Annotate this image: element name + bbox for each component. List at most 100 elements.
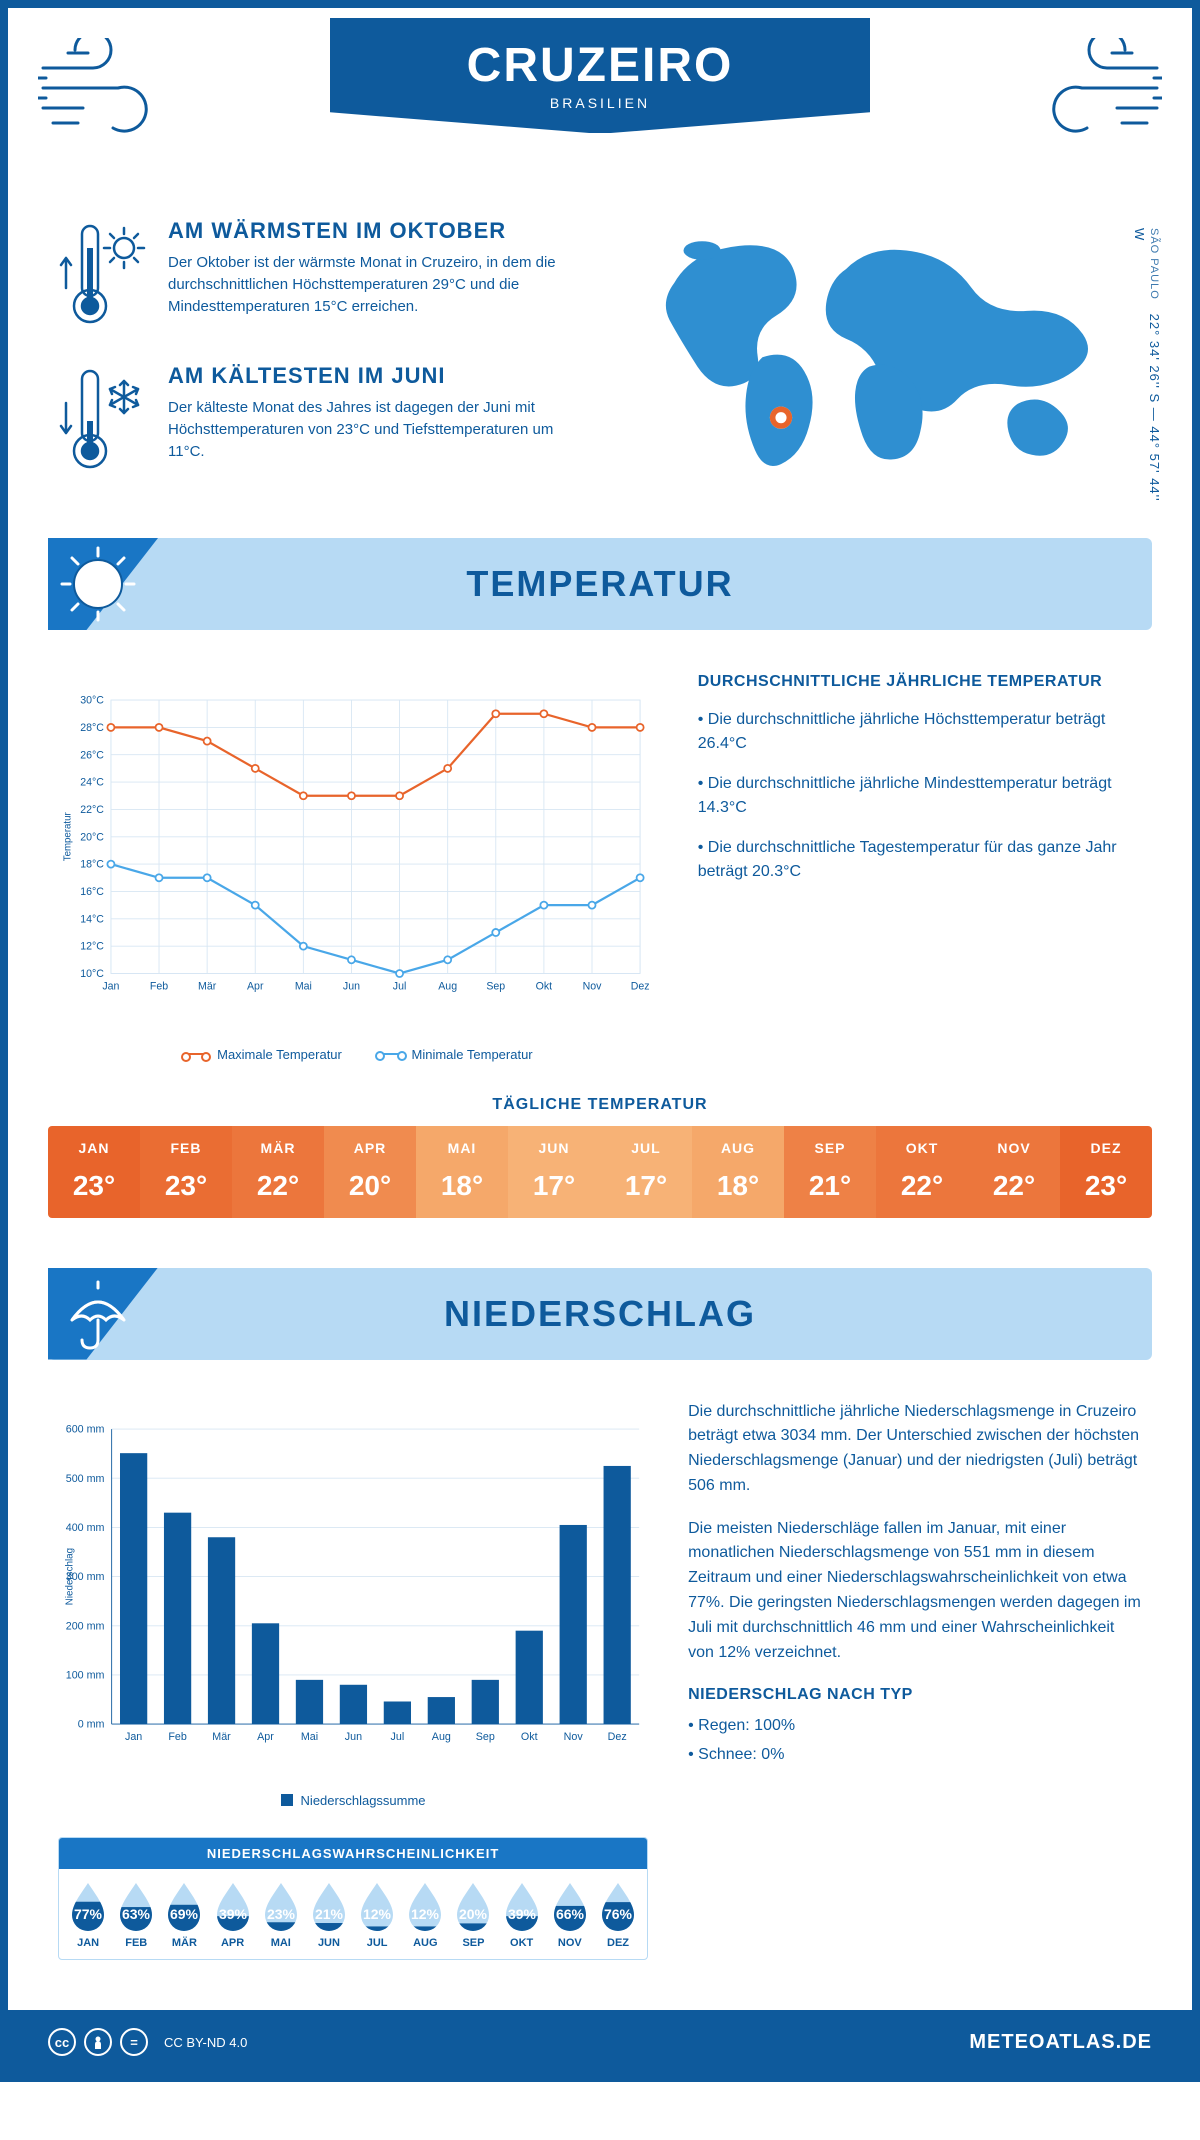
section-head-precip: NIEDERSCHLAG: [48, 1268, 1152, 1360]
svg-text:Mär: Mär: [198, 980, 217, 992]
prob-drop: 69% MÄR: [161, 1881, 207, 1949]
svg-text:30°C: 30°C: [80, 695, 104, 707]
by-icon: [84, 2028, 112, 2056]
temperature-facts: DURCHSCHNITTLICHE JÄHRLICHE TEMPERATUR •…: [698, 670, 1142, 1066]
svg-text:Sep: Sep: [476, 1731, 495, 1743]
coldest-text: Der kälteste Monat des Jahres ist dagege…: [168, 397, 585, 462]
daily-temperature-strip: JAN23°FEB23°MÄR22°APR20°MAI18°JUN17°JUL1…: [48, 1126, 1152, 1218]
svg-text:69%: 69%: [170, 1906, 199, 1922]
svg-text:63%: 63%: [122, 1906, 151, 1922]
prob-drop: 12% AUG: [402, 1881, 448, 1949]
svg-text:Mär: Mär: [212, 1731, 231, 1743]
svg-text:Feb: Feb: [168, 1731, 187, 1743]
warmest-text: Der Oktober ist der wärmste Monat in Cru…: [168, 252, 585, 317]
svg-text:12%: 12%: [363, 1906, 392, 1922]
svg-text:Feb: Feb: [150, 980, 168, 992]
svg-text:600 mm: 600 mm: [66, 1423, 105, 1435]
svg-text:24°C: 24°C: [80, 777, 104, 789]
svg-text:39%: 39%: [508, 1906, 537, 1922]
intro-section: AM WÄRMSTEN IM OKTOBER Der Oktober ist d…: [8, 188, 1192, 528]
prob-drop: 39% APR: [210, 1881, 256, 1949]
svg-text:Jan: Jan: [102, 980, 119, 992]
svg-text:39%: 39%: [219, 1906, 248, 1922]
footer: cc = CC BY-ND 4.0 METEOATLAS.DE: [8, 2010, 1192, 2074]
svg-text:Niederschlag: Niederschlag: [64, 1547, 75, 1604]
precip-text: Die durchschnittliche jährliche Niedersc…: [688, 1400, 1142, 1961]
svg-text:Jul: Jul: [391, 1731, 405, 1743]
thermometer-cold-icon: [58, 363, 148, 478]
daily-cell: JUN17°: [508, 1126, 600, 1218]
chart-legend: Maximale Temperatur Minimale Temperatur: [58, 1035, 658, 1066]
svg-text:Mai: Mai: [295, 980, 312, 992]
svg-text:20%: 20%: [459, 1906, 488, 1922]
svg-text:Dez: Dez: [608, 1731, 627, 1743]
wind-icon-left: [38, 38, 168, 138]
cc-icon: cc: [48, 2028, 76, 2056]
svg-text:Apr: Apr: [257, 1731, 274, 1743]
prob-drop: 63% FEB: [113, 1881, 159, 1949]
nd-icon: =: [120, 2028, 148, 2056]
daily-cell: NOV22°: [968, 1126, 1060, 1218]
prob-drop: 76% DEZ: [595, 1881, 641, 1949]
svg-text:26°C: 26°C: [80, 749, 104, 761]
daily-cell: DEZ23°: [1060, 1126, 1152, 1218]
page: CRUZEIRO BRASILIEN AM: [0, 0, 1200, 2082]
svg-text:100 mm: 100 mm: [66, 1669, 105, 1681]
svg-text:200 mm: 200 mm: [66, 1620, 105, 1632]
svg-text:Jul: Jul: [393, 980, 407, 992]
daily-cell: AUG18°: [692, 1126, 784, 1218]
svg-text:Jun: Jun: [345, 1731, 362, 1743]
svg-text:20°C: 20°C: [80, 831, 104, 843]
svg-text:0 mm: 0 mm: [78, 1718, 105, 1730]
svg-text:76%: 76%: [604, 1906, 633, 1922]
svg-text:12°C: 12°C: [80, 941, 104, 953]
svg-text:Jun: Jun: [343, 980, 360, 992]
svg-text:400 mm: 400 mm: [66, 1521, 105, 1533]
precip-probability-box: NIEDERSCHLAGSWAHRSCHEINLICHKEIT 77% JAN …: [58, 1837, 648, 1960]
coordinates: SÃO PAULO 22° 34' 26'' S — 44° 57' 44'' …: [1132, 228, 1162, 508]
svg-text:66%: 66%: [556, 1906, 585, 1922]
precip-legend: Niederschlagssumme: [58, 1785, 648, 1814]
wind-icon-right: [1032, 38, 1162, 138]
license: cc = CC BY-ND 4.0: [48, 2028, 247, 2056]
svg-text:500 mm: 500 mm: [66, 1472, 105, 1484]
svg-text:Temperatur: Temperatur: [62, 812, 73, 862]
map-panel: SÃO PAULO 22° 34' 26'' S — 44° 57' 44'' …: [615, 218, 1142, 508]
svg-text:Nov: Nov: [564, 1731, 584, 1743]
svg-text:Aug: Aug: [432, 1731, 451, 1743]
daily-cell: MÄR22°: [232, 1126, 324, 1218]
svg-text:Apr: Apr: [247, 980, 264, 992]
daily-cell: JAN23°: [48, 1126, 140, 1218]
section-title-temperature: TEMPERATUR: [466, 563, 733, 605]
header: CRUZEIRO BRASILIEN: [8, 8, 1192, 188]
svg-text:28°C: 28°C: [80, 722, 104, 734]
country-name: BRASILIEN: [330, 95, 870, 111]
prob-drop: 23% MAI: [258, 1881, 304, 1949]
sun-icon: [60, 546, 136, 622]
svg-text:Okt: Okt: [521, 1731, 538, 1743]
world-map-icon: [615, 218, 1142, 478]
daily-cell: FEB23°: [140, 1126, 232, 1218]
daily-cell: JUL17°: [600, 1126, 692, 1218]
svg-text:Sep: Sep: [486, 980, 505, 992]
svg-text:Jan: Jan: [125, 1731, 142, 1743]
svg-text:77%: 77%: [74, 1906, 103, 1922]
warmest-title: AM WÄRMSTEN IM OKTOBER: [168, 218, 585, 244]
prob-drop: 21% JUN: [306, 1881, 352, 1949]
prob-drop: 39% OKT: [499, 1881, 545, 1949]
svg-text:Okt: Okt: [536, 980, 553, 992]
daily-temp-title: TÄGLICHE TEMPERATUR: [8, 1096, 1192, 1114]
precip-bar-chart: 0 mm100 mm200 mm300 mm400 mm500 mm600 mm…: [58, 1400, 648, 1814]
umbrella-icon: [60, 1276, 136, 1352]
section-title-precip: NIEDERSCHLAG: [444, 1293, 756, 1335]
prob-drop: 12% JUL: [354, 1881, 400, 1949]
warmest-fact: AM WÄRMSTEN IM OKTOBER Der Oktober ist d…: [58, 218, 585, 333]
svg-text:Mai: Mai: [301, 1731, 318, 1743]
svg-text:12%: 12%: [411, 1906, 440, 1922]
thermometer-hot-icon: [58, 218, 148, 333]
svg-text:Dez: Dez: [631, 980, 650, 992]
prob-drop: 66% NOV: [547, 1881, 593, 1949]
site-name: METEOATLAS.DE: [969, 2031, 1152, 2054]
svg-text:14°C: 14°C: [80, 913, 104, 925]
svg-text:21%: 21%: [315, 1906, 344, 1922]
